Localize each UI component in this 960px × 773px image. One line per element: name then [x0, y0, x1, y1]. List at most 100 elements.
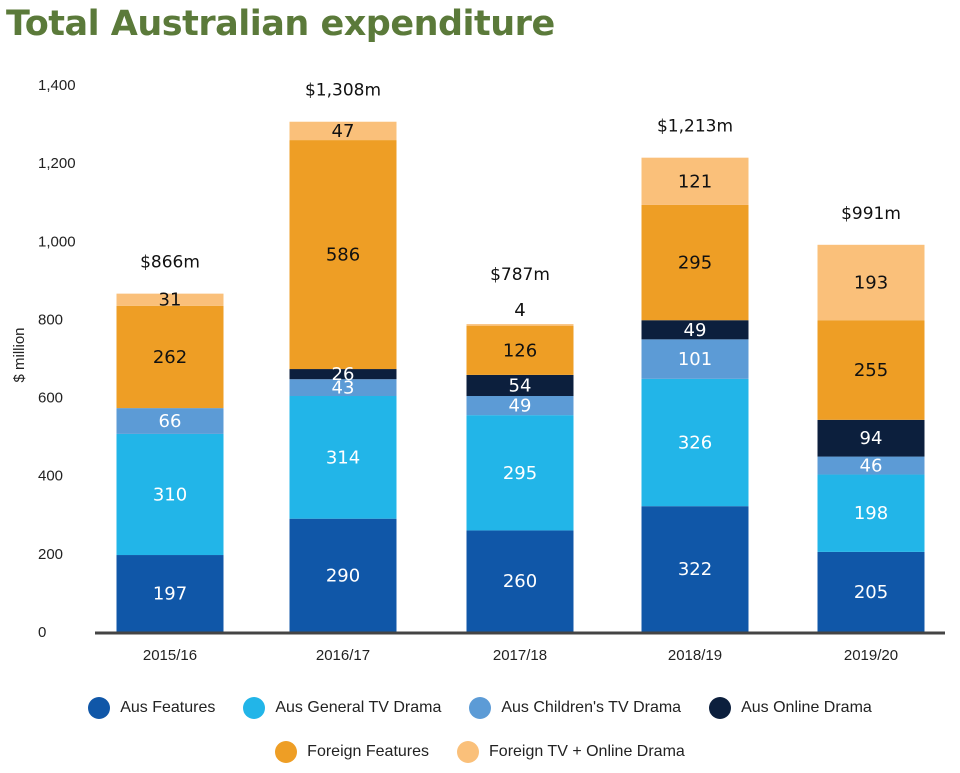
data-label: 586 — [326, 245, 360, 266]
data-label: 126 — [503, 340, 537, 361]
bar-segment — [289, 140, 397, 370]
bar-segment — [466, 325, 574, 375]
data-label: 310 — [153, 484, 187, 505]
legend-swatch — [275, 741, 298, 763]
x-tick-label: 2015/16 — [143, 647, 197, 664]
bar-segment — [817, 320, 925, 420]
data-label: 262 — [153, 347, 187, 368]
page-title: Total Australian expenditure — [6, 4, 555, 44]
bar-segment — [116, 305, 224, 409]
legend-label: Aus General TV Drama — [275, 699, 442, 716]
data-label: 197 — [153, 584, 187, 605]
x-tick-label: 2019/20 — [844, 647, 898, 664]
bar-segment — [641, 204, 749, 321]
data-label: 47 — [332, 121, 355, 142]
data-label: 260 — [503, 571, 537, 592]
data-label: 290 — [326, 565, 360, 586]
bar-segment — [817, 474, 925, 552]
bar-segment — [289, 379, 397, 397]
y-tick-label: 1,400 — [38, 77, 76, 94]
bar-segment — [466, 324, 574, 326]
total-label: $1,213m — [657, 117, 733, 137]
legend-item: Aus General TV Drama — [243, 697, 441, 719]
data-label: 54 — [509, 375, 532, 396]
legend-swatch — [709, 697, 732, 719]
y-axis-ticks: 0 200 400 600 800 1,000 1,200 1,400 — [38, 77, 76, 641]
x-axis-ticks: 2015/16 2016/17 2017/18 2018/19 2019/20 — [143, 647, 898, 664]
bar-segment — [116, 293, 224, 306]
total-label: $991m — [841, 204, 901, 224]
y-tick-label: 0 — [38, 624, 46, 641]
legend-row-1: Aus Features Aus General TV Drama Aus Chil… — [0, 697, 960, 719]
bar-segment — [289, 121, 397, 141]
data-label: 46 — [860, 456, 883, 477]
bar-segment — [289, 369, 397, 380]
legend-label: Foreign Features — [307, 743, 430, 760]
total-label: $866m — [140, 253, 200, 273]
x-tick-label: 2018/19 — [668, 647, 722, 664]
legend-item: Aus Online Drama — [709, 697, 872, 719]
bar-segment — [641, 157, 749, 205]
data-label: 121 — [678, 171, 712, 192]
bar-segment — [466, 415, 574, 531]
y-tick-label: 800 — [38, 311, 63, 328]
bar-segment — [116, 433, 224, 556]
bar-segment — [641, 320, 749, 340]
data-label: 322 — [678, 559, 712, 580]
data-label: 94 — [860, 428, 883, 449]
x-tick-label: 2017/18 — [493, 647, 547, 664]
data-label: 49 — [509, 396, 532, 417]
bar-segment — [466, 396, 574, 416]
y-tick-label: 1,200 — [38, 155, 76, 172]
y-tick-label: 1,000 — [38, 233, 76, 250]
bar-segment — [289, 518, 397, 632]
data-label: 193 — [854, 273, 888, 294]
y-tick-label: 200 — [38, 546, 63, 563]
data-label: 49 — [684, 320, 707, 341]
bar-segment — [817, 551, 925, 632]
bar-segment — [289, 396, 397, 519]
bar-segment — [641, 378, 749, 507]
legend-item: Foreign Features — [275, 741, 429, 763]
legend-swatch — [243, 697, 266, 719]
bar-segment — [116, 555, 224, 632]
data-label: 295 — [678, 253, 712, 274]
legend-label: Aus Children's TV Drama — [501, 699, 682, 716]
bar-segment — [641, 339, 749, 379]
y-tick-label: 400 — [38, 468, 63, 485]
bars: 1973106626231$866m290314432658647$1,308m… — [116, 81, 925, 632]
legend-item: Aus Features — [88, 697, 215, 719]
total-label: $787m — [490, 265, 550, 285]
data-label: 31 — [159, 290, 182, 311]
bar-segment — [817, 244, 925, 321]
bar-segment — [817, 419, 925, 457]
y-tick-label: 600 — [38, 390, 63, 407]
bar-segment — [641, 506, 749, 632]
legend-label: Foreign TV + Online Drama — [489, 743, 685, 760]
x-tick-label: 2016/17 — [316, 647, 370, 664]
data-label: 101 — [678, 349, 712, 370]
data-label: 198 — [854, 503, 888, 524]
data-label: 295 — [503, 463, 537, 484]
bar-segment — [466, 374, 574, 397]
legend-swatch — [457, 741, 480, 763]
data-label: 26 — [332, 364, 355, 385]
y-axis-label: $ million — [11, 327, 28, 382]
legend-label: Aus Features — [120, 699, 216, 716]
bar-segment — [116, 408, 224, 434]
legend-item: Foreign TV + Online Drama — [457, 741, 685, 763]
data-label: 205 — [854, 582, 888, 603]
data-label: 43 — [332, 378, 355, 399]
legend-swatch — [88, 697, 111, 719]
legend-swatch — [469, 697, 492, 719]
total-label: $1,308m — [305, 81, 381, 101]
data-label: 314 — [326, 447, 360, 468]
legend-row-2: Foreign Features Foreign TV + Online Dram… — [0, 741, 960, 763]
data-label: 326 — [678, 433, 712, 454]
legend-label: Aus Online Drama — [741, 699, 872, 716]
data-label: 4 — [514, 300, 525, 321]
legend-item: Aus Children's TV Drama — [469, 697, 681, 719]
bar-segment — [817, 456, 925, 475]
data-label: 255 — [854, 360, 888, 381]
stacked-bar-chart: $ million 0 200 400 600 800 1,000 1,200 1,400 1… — [11, 77, 945, 664]
